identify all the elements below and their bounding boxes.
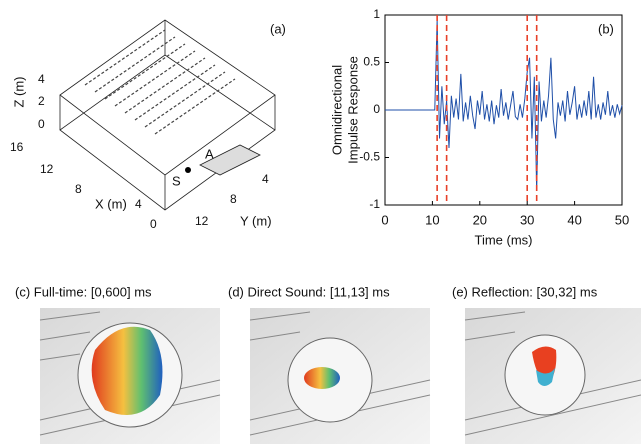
x-tick-label: 16 bbox=[10, 140, 24, 154]
y-tick-label: 4 bbox=[262, 172, 269, 186]
y-tick-label: 12 bbox=[195, 214, 209, 228]
x-tick-label: 12 bbox=[40, 162, 54, 176]
y-tick-label: -0.5 bbox=[359, 150, 380, 164]
z-tick-label: 2 bbox=[38, 94, 45, 108]
y-tick-label: 8 bbox=[230, 192, 237, 206]
panel-caption: (e) Reflection: [30,32] ms bbox=[452, 284, 598, 299]
x-axis-label: Time (ms) bbox=[474, 232, 532, 247]
z-tick-label: 0 bbox=[38, 117, 45, 131]
source-dot bbox=[185, 167, 191, 173]
x-tick-label: 0 bbox=[150, 217, 157, 231]
x-tick-label: 30 bbox=[520, 212, 534, 227]
y-axis-label: Y (m) bbox=[240, 213, 272, 228]
x-axis-label: X (m) bbox=[95, 196, 127, 211]
z-axis-label: Z (m) bbox=[11, 76, 26, 107]
panel-caption: (c) Full-time: [0,600] ms bbox=[15, 284, 152, 299]
source-label: S bbox=[172, 173, 181, 188]
y-tick-label: -1 bbox=[369, 197, 380, 211]
y-tick-label: 0 bbox=[373, 102, 380, 116]
x-tick-label: 10 bbox=[425, 212, 439, 227]
y-axis-label: Impulse Response bbox=[345, 56, 360, 164]
x-tick-label: 50 bbox=[615, 212, 629, 227]
figure: (a)Z (m)4201612840X (m)1284Y (m)SA -1-0.… bbox=[0, 0, 641, 446]
directivity-images bbox=[40, 308, 641, 444]
x-tick-label: 20 bbox=[473, 212, 487, 227]
x-tick-label: 40 bbox=[567, 212, 581, 227]
panel-caption: (d) Direct Sound: [11,13] ms bbox=[228, 284, 390, 299]
signal-line bbox=[385, 20, 622, 191]
x-tick-label: 0 bbox=[381, 212, 388, 227]
x-tick-label: 8 bbox=[75, 182, 82, 196]
x-tick-label: 4 bbox=[135, 197, 142, 211]
y-tick-label: 0.5 bbox=[363, 55, 380, 69]
y-axis-label: Omnidirectional bbox=[329, 65, 344, 155]
receiver-label: A bbox=[205, 146, 214, 161]
room-model bbox=[60, 20, 275, 210]
z-tick-label: 4 bbox=[38, 72, 45, 86]
panel-label: (a) bbox=[270, 21, 286, 36]
y-tick-label: 1 bbox=[373, 7, 380, 21]
panel-label: (b) bbox=[598, 21, 614, 36]
